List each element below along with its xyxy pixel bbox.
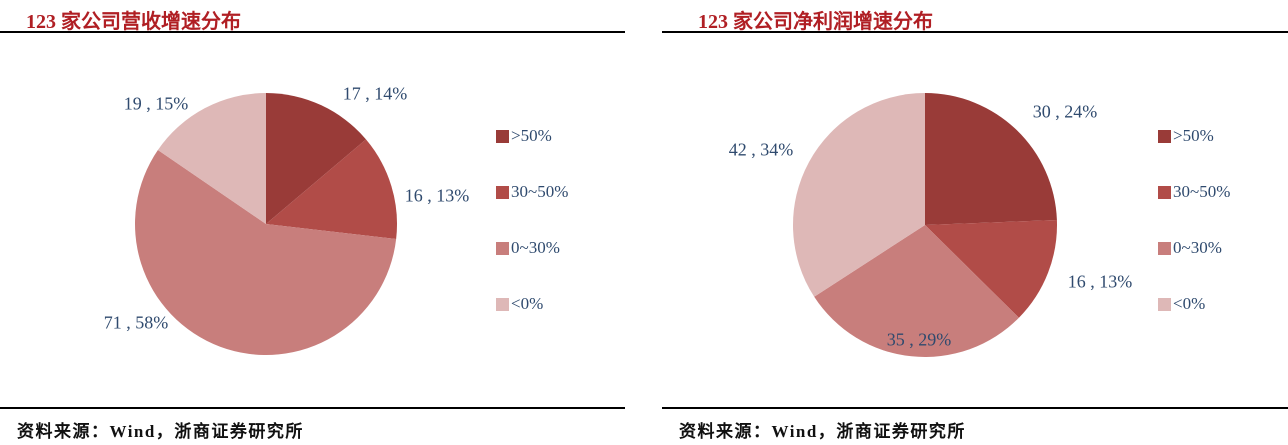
legend-label-lt0: <0% (511, 294, 544, 313)
legend-swatch-gt50 (1158, 129, 1171, 143)
pie-chart-revenue (135, 93, 398, 356)
data-label-0-30: 71 , 58% (103, 312, 169, 333)
source-divider (662, 407, 1288, 409)
legend-swatch-lt0 (496, 297, 509, 311)
legend-swatch-0-30 (1158, 241, 1171, 255)
pie-chart-area-revenue: 17 , 14% 16 , 13% 71 , 58% 19 , 15% >50%… (0, 60, 628, 400)
pie-slice-0~30% (814, 225, 1019, 358)
legend-label-gt50: >50% (1173, 126, 1214, 145)
legend-swatch-gt50 (496, 129, 509, 143)
legend-item-lt0: <0% (496, 295, 568, 313)
data-label-gt50: 30 , 24% (1032, 101, 1098, 122)
pie-slice-<0% (157, 93, 266, 224)
source-text-revenue: 资料来源：Wind，浙商证券研究所 (17, 422, 304, 441)
pie-chart-net-profit (792, 93, 1057, 358)
data-label-30-50: 16 , 13% (404, 185, 470, 206)
net-profit-growth-chart-panel: 123 家公司净利润增速分布 30 , 24% 16 , 13% 35 , 29… (662, 0, 1288, 445)
legend-item-30-50: 30~50% (496, 183, 568, 201)
legend-item-30-50: 30~50% (1158, 183, 1230, 201)
data-label-lt0: 42 , 34% (728, 139, 794, 160)
data-label-lt0: 19 , 15% (123, 93, 189, 114)
pie-chart-area-net-profit: 30 , 24% 16 , 13% 35 , 29% 42 , 34% >50%… (662, 60, 1288, 400)
legend-item-gt50: >50% (1158, 127, 1230, 145)
data-label-30-50: 16 , 13% (1067, 271, 1133, 292)
pie-slice-<0% (792, 93, 925, 297)
pie-slice-0~30% (135, 150, 397, 356)
legend-swatch-30-50 (496, 185, 509, 199)
chart-title-revenue: 123 家公司营收增速分布 (26, 11, 241, 33)
source-text-net-profit: 资料来源：Wind，浙商证券研究所 (679, 422, 966, 441)
legend-item-0-30: 0~30% (1158, 239, 1230, 257)
legend-swatch-0-30 (496, 241, 509, 255)
legend-label-30-50: 30~50% (511, 182, 569, 201)
legend-item-lt0: <0% (1158, 295, 1230, 313)
pie-slice->50% (266, 93, 366, 224)
source-divider (0, 407, 625, 409)
legend-label-lt0: <0% (1173, 294, 1206, 313)
legend-revenue: >50% 30~50% 0~30% <0% (496, 127, 568, 313)
legend-net-profit: >50% 30~50% 0~30% <0% (1158, 127, 1230, 313)
legend-item-gt50: >50% (496, 127, 568, 145)
title-underline (662, 31, 1288, 33)
legend-swatch-lt0 (1158, 297, 1171, 311)
legend-item-0-30: 0~30% (496, 239, 568, 257)
pie-slice-30~50% (925, 219, 1057, 318)
title-underline (0, 31, 625, 33)
legend-label-gt50: >50% (511, 126, 552, 145)
revenue-growth-chart-panel: 123 家公司营收增速分布 17 , 14% 16 , 13% 71 , 58%… (0, 0, 628, 445)
chart-title-net-profit: 123 家公司净利润增速分布 (698, 11, 933, 33)
pie-slice->50% (925, 93, 1057, 225)
legend-swatch-30-50 (1158, 185, 1171, 199)
data-label-gt50: 17 , 14% (342, 83, 408, 104)
legend-label-30-50: 30~50% (1173, 182, 1231, 201)
pie-slice-30~50% (266, 139, 398, 240)
legend-label-0-30: 0~30% (511, 238, 560, 257)
data-label-0-30: 35 , 29% (886, 329, 952, 350)
legend-label-0-30: 0~30% (1173, 238, 1222, 257)
